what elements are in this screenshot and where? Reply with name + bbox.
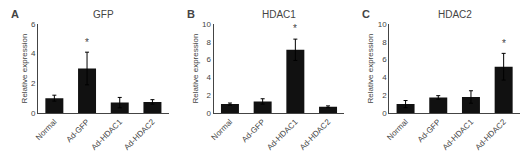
- svg-text:Ad-HDAC1: Ad-HDAC1: [265, 117, 300, 152]
- svg-text:0: 0: [207, 109, 212, 118]
- svg-text:0: 0: [31, 109, 36, 118]
- svg-text:A: A: [11, 8, 19, 20]
- svg-text:6: 6: [31, 20, 36, 29]
- svg-text:8: 8: [207, 38, 212, 47]
- svg-text:HDAC2: HDAC2: [438, 9, 472, 20]
- svg-text:Ad-HDAC1: Ad-HDAC1: [90, 117, 125, 152]
- svg-text:4: 4: [31, 49, 36, 58]
- svg-text:6: 6: [382, 55, 387, 64]
- svg-text:4: 4: [207, 73, 212, 82]
- svg-text:Ad-GFP: Ad-GFP: [240, 117, 267, 144]
- svg-text:*: *: [85, 37, 89, 48]
- svg-text:Relative expression: Relative expression: [366, 34, 375, 104]
- svg-text:2: 2: [207, 91, 212, 100]
- svg-text:10: 10: [378, 20, 387, 29]
- svg-text:*: *: [502, 38, 506, 49]
- svg-text:Normal: Normal: [210, 117, 235, 142]
- svg-text:4: 4: [382, 73, 387, 82]
- svg-text:Relative expression: Relative expression: [20, 34, 29, 104]
- svg-text:Relative expression: Relative expression: [191, 34, 200, 104]
- svg-text:Normal: Normal: [385, 117, 410, 142]
- svg-text:2: 2: [382, 91, 387, 100]
- svg-text:Ad-GFP: Ad-GFP: [416, 117, 443, 144]
- svg-text:Ad-HDAC2: Ad-HDAC2: [474, 117, 509, 152]
- svg-text:2: 2: [31, 79, 36, 88]
- svg-text:8: 8: [382, 38, 387, 47]
- svg-text:10: 10: [202, 20, 211, 29]
- svg-text:Ad-GFP: Ad-GFP: [64, 117, 91, 144]
- svg-text:0: 0: [382, 109, 387, 118]
- svg-text:GFP: GFP: [93, 9, 114, 20]
- svg-text:B: B: [187, 8, 195, 20]
- svg-text:C: C: [362, 8, 370, 20]
- svg-text:*: *: [293, 23, 297, 34]
- svg-text:Ad-HDAC2: Ad-HDAC2: [298, 117, 333, 152]
- svg-text:6: 6: [207, 55, 212, 64]
- svg-text:Ad-HDAC1: Ad-HDAC1: [441, 117, 476, 152]
- svg-text:HDAC1: HDAC1: [262, 9, 296, 20]
- svg-text:Normal: Normal: [34, 117, 59, 142]
- svg-text:Ad-HDAC2: Ad-HDAC2: [122, 117, 157, 152]
